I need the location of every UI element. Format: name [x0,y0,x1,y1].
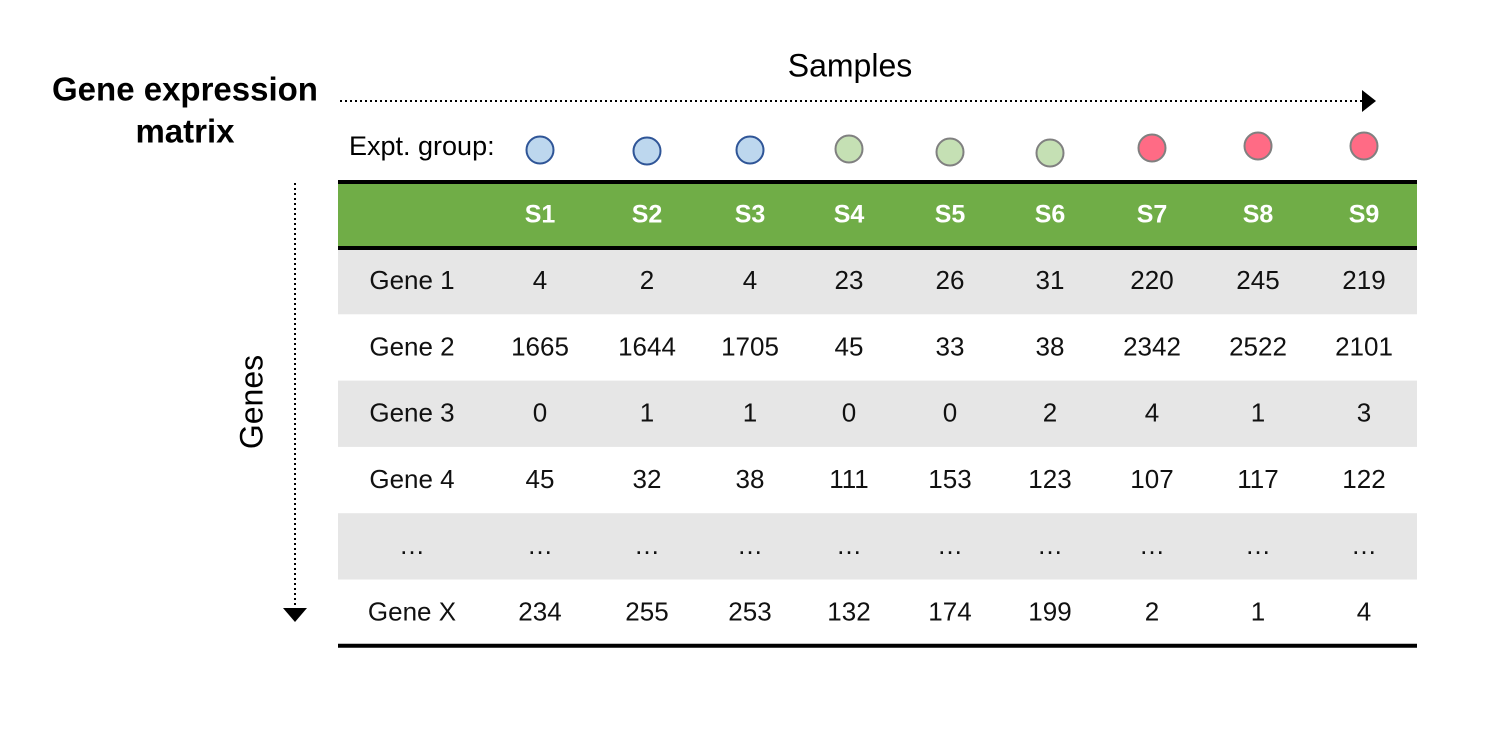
cell: 122 [1342,464,1385,494]
cell: 111 [829,464,869,494]
cell: … [634,530,660,560]
header-cell: S5 [935,201,966,229]
group-marker [834,134,864,164]
cell: 220 [1130,265,1173,295]
cell: 32 [633,464,662,494]
cell: … [937,530,963,560]
row-label: Gene 2 [369,331,454,361]
header-cell: S2 [632,201,663,229]
row-band [338,380,1417,447]
header-cell: S7 [1137,201,1168,229]
row-label: Gene 4 [369,464,454,494]
samples-label: Samples [788,47,913,83]
cell: 45 [526,464,555,494]
row-band [338,248,1417,315]
row-label: Gene X [368,597,456,627]
cell: 2522 [1229,331,1287,361]
cell: 2 [640,265,654,295]
group-marker [735,135,765,165]
header-row [338,183,1417,248]
cell: 1 [1251,398,1265,428]
cell: … [527,530,553,560]
cell: 153 [928,464,971,494]
cell: 255 [625,597,668,627]
cell: 253 [728,597,771,627]
cell: … [1351,530,1377,560]
header-cell: S1 [525,201,556,229]
cell: 0 [943,398,957,428]
cell: 45 [835,331,864,361]
row-band [338,513,1417,580]
group-marker [935,137,965,167]
group-label: Expt. group: [349,131,495,161]
cell: 4 [1145,398,1159,428]
cell: 3 [1357,398,1371,428]
cell: 4 [743,265,757,295]
cell: 1644 [618,331,676,361]
cell: 0 [533,398,547,428]
cell: 26 [936,265,965,295]
row-label: … [399,530,425,560]
row-label: Gene 1 [369,265,454,295]
row-label: Gene 3 [369,398,454,428]
cell: 38 [1036,331,1065,361]
cell: 234 [518,597,561,627]
title-line-1: Gene expression [52,71,318,108]
header-cell: S8 [1243,201,1274,229]
header-cell: S9 [1349,201,1380,229]
cell: 199 [1028,597,1071,627]
group-marker [1349,131,1379,161]
cell: 219 [1342,265,1385,295]
cell: 23 [835,265,864,295]
cell: 2101 [1335,331,1393,361]
cell: 0 [842,398,856,428]
samples-arrowhead [1362,90,1376,112]
cell: 1 [640,398,654,428]
cell: 2 [1043,398,1057,428]
group-marker [632,136,662,166]
cell: 1 [743,398,757,428]
cell: 107 [1130,464,1173,494]
cell: 245 [1236,265,1279,295]
genes-arrowhead [283,608,307,622]
cell: … [1037,530,1063,560]
cell: 4 [533,265,547,295]
cell: 31 [1036,265,1065,295]
header-cell: S4 [834,201,865,229]
cell: 4 [1357,597,1371,627]
genes-label: Genes [233,355,269,449]
header-cell: S6 [1035,201,1066,229]
cell: 1665 [511,331,569,361]
cell: 33 [936,331,965,361]
cell: 2 [1145,597,1159,627]
cell: 174 [928,597,971,627]
cell: 2342 [1123,331,1181,361]
group-marker [1243,131,1273,161]
cell: 123 [1028,464,1071,494]
cell: 38 [736,464,765,494]
group-marker [1137,133,1167,163]
cell: 132 [827,597,870,627]
cell: … [1139,530,1165,560]
header-cell: S3 [735,201,766,229]
cell: 1 [1251,597,1265,627]
group-marker [1035,138,1065,168]
cell: … [1245,530,1271,560]
cell: 1705 [721,331,779,361]
cell: … [836,530,862,560]
cell: … [737,530,763,560]
group-marker [525,135,555,165]
title-line-2: matrix [135,113,235,150]
cell: 117 [1237,464,1278,494]
